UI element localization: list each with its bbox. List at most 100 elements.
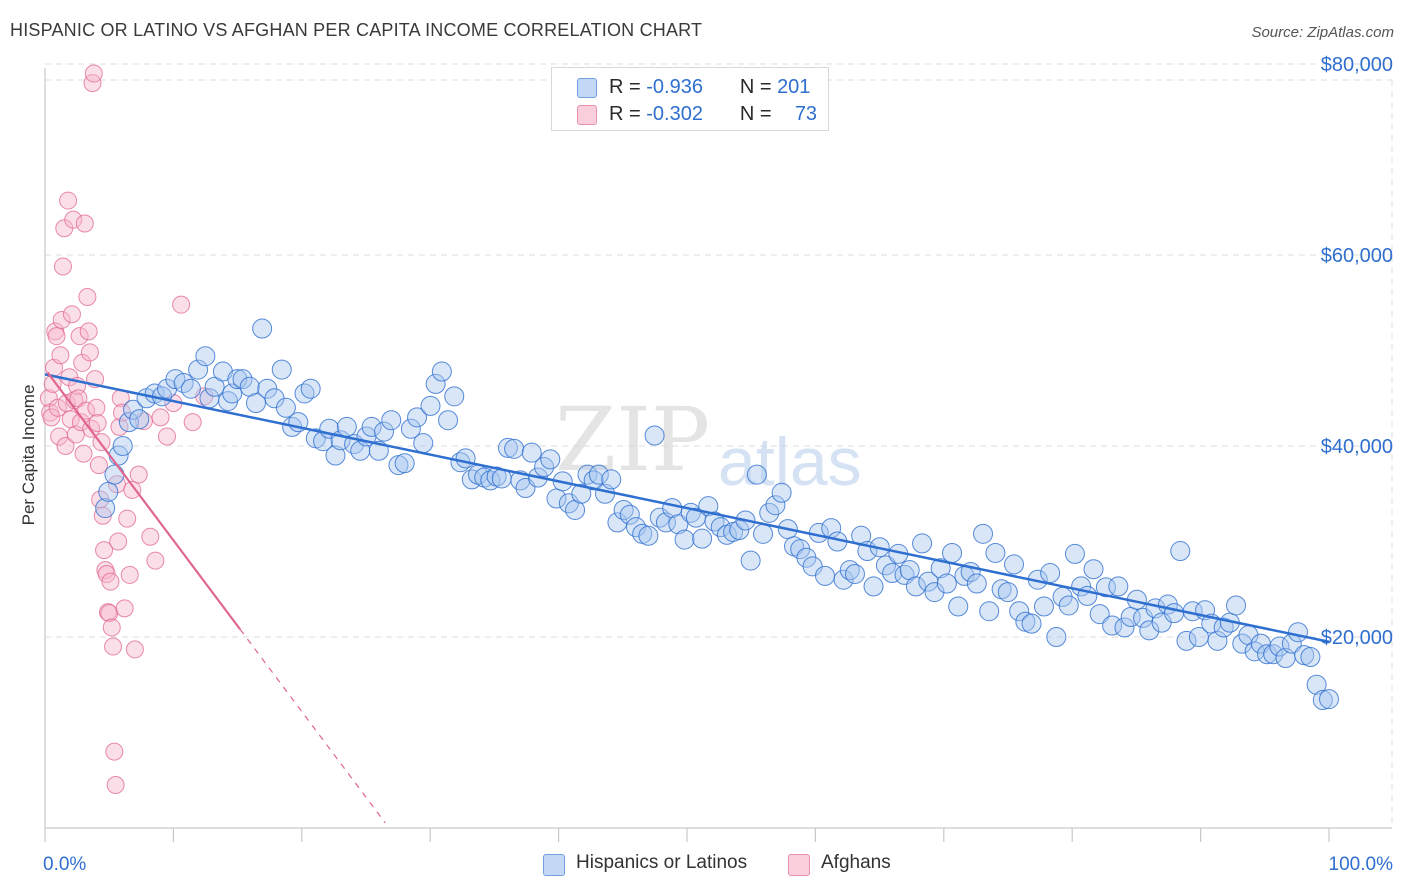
hispanic-point [771, 482, 792, 503]
hispanic-point [979, 601, 1000, 622]
afghan-point [151, 408, 170, 427]
hispanic-point [407, 407, 428, 428]
tick-labels: $20,000 $40,000 $60,000 $80,000 0.0% 100.0% [43, 54, 1393, 875]
hispanic-point [104, 464, 125, 485]
y-tick-label: $40,000 [1321, 436, 1393, 458]
hispanic-point [863, 576, 884, 597]
afghan-point [95, 541, 114, 560]
hispanic-point [729, 520, 750, 541]
hispanic-point [1064, 543, 1085, 564]
y-axis-title: Per Capita Income [19, 385, 38, 526]
afghan-point [84, 64, 103, 83]
afghan-point [120, 565, 139, 584]
hispanic-point [930, 558, 951, 579]
hispanic-point [394, 453, 415, 474]
afghan-point [141, 527, 160, 546]
afghan-point [52, 310, 71, 329]
hispanic-point [425, 373, 446, 394]
hispanic-point [1114, 617, 1135, 638]
hispanic-point [271, 359, 292, 380]
afghan-point [89, 456, 108, 475]
series-hispanics [95, 318, 1339, 711]
afghan-point [110, 417, 129, 436]
hispanic-point [497, 437, 518, 458]
hispanic-point [1306, 674, 1327, 695]
legend-r-label: R = [609, 76, 641, 98]
afghan-point [183, 413, 202, 432]
hispanic-point [905, 576, 926, 597]
afghan-point [64, 210, 83, 229]
hispanic-point [942, 542, 963, 563]
hispanic-point [607, 512, 628, 533]
hispanic-point [1102, 615, 1123, 636]
afghan-point [39, 389, 58, 408]
hispanic-point [973, 523, 994, 544]
hispanic-point [765, 495, 786, 516]
hispanic-point [936, 573, 957, 594]
hispanic-point [1021, 613, 1042, 634]
legend-label-hispanics: Hispanics or Latinos [576, 852, 748, 873]
hispanic-point [601, 469, 622, 490]
legend-r-label: R = [609, 103, 641, 125]
legend-swatch-blue [577, 78, 597, 98]
hispanic-point [455, 448, 476, 469]
hispanic-point [252, 318, 273, 339]
hispanic-point [336, 416, 357, 437]
afghan-point [83, 74, 102, 93]
hispanic-point [1170, 541, 1191, 562]
hispanic-point [1083, 559, 1104, 580]
hispanic-point [571, 483, 592, 504]
afghan-point [115, 599, 134, 618]
afghan-point [62, 305, 81, 324]
hispanic-point [431, 361, 452, 382]
afghan-point [98, 603, 117, 622]
legend-label-afghans: Afghans [821, 852, 891, 873]
legend-swatch-blue [543, 854, 565, 876]
hispanic-point [438, 410, 459, 431]
legend-swatch-pink [577, 105, 597, 125]
hispanic-point [227, 369, 248, 390]
hispanic-point [95, 498, 116, 519]
hispanic-point [619, 504, 640, 525]
chart-source: Source: ZipAtlas.com [1251, 24, 1394, 41]
y-tick-label: $80,000 [1321, 54, 1393, 76]
hispanic-point [644, 425, 665, 446]
afghan-point [70, 327, 89, 346]
hispanic-point [1176, 630, 1197, 651]
hispanic-point [1139, 620, 1160, 641]
hispanic-point [1046, 627, 1067, 647]
hispanic-point [381, 410, 402, 431]
afghan-point [47, 327, 66, 346]
hispanic-point [692, 528, 713, 549]
legend-n-label: N = [739, 103, 772, 125]
hispanic-point [123, 399, 144, 420]
hispanic-point [521, 442, 542, 463]
afghan-point [48, 398, 67, 417]
hispanic-point [420, 395, 441, 416]
afghan-point [87, 398, 106, 417]
hispanic-point [300, 378, 321, 399]
afghan-point [125, 640, 144, 659]
hispanic-point [325, 445, 346, 466]
hispanic-point [833, 569, 854, 590]
hispanic-point [746, 464, 767, 485]
legend-n-value: 73 [794, 103, 818, 125]
afghan-point [102, 618, 121, 637]
afghan-point [79, 322, 98, 341]
hispanic-point [180, 378, 201, 399]
afghan-point [77, 401, 96, 420]
afghan-point [78, 288, 97, 307]
hispanic-point [374, 421, 395, 442]
afghan-point [123, 480, 142, 499]
hispanic-point [588, 464, 609, 485]
hispanic-point [1300, 647, 1321, 668]
hispanic-point [1004, 554, 1025, 575]
afghan-point [75, 214, 94, 233]
x-tick-label-min: 0.0% [43, 854, 86, 875]
hispanic-point [1164, 603, 1185, 624]
legend-swatch-pink [788, 854, 810, 876]
afghan-point [56, 437, 75, 455]
hispanic-point [1319, 689, 1339, 710]
hispanic-point [504, 438, 525, 459]
hispanic-point [413, 433, 434, 454]
